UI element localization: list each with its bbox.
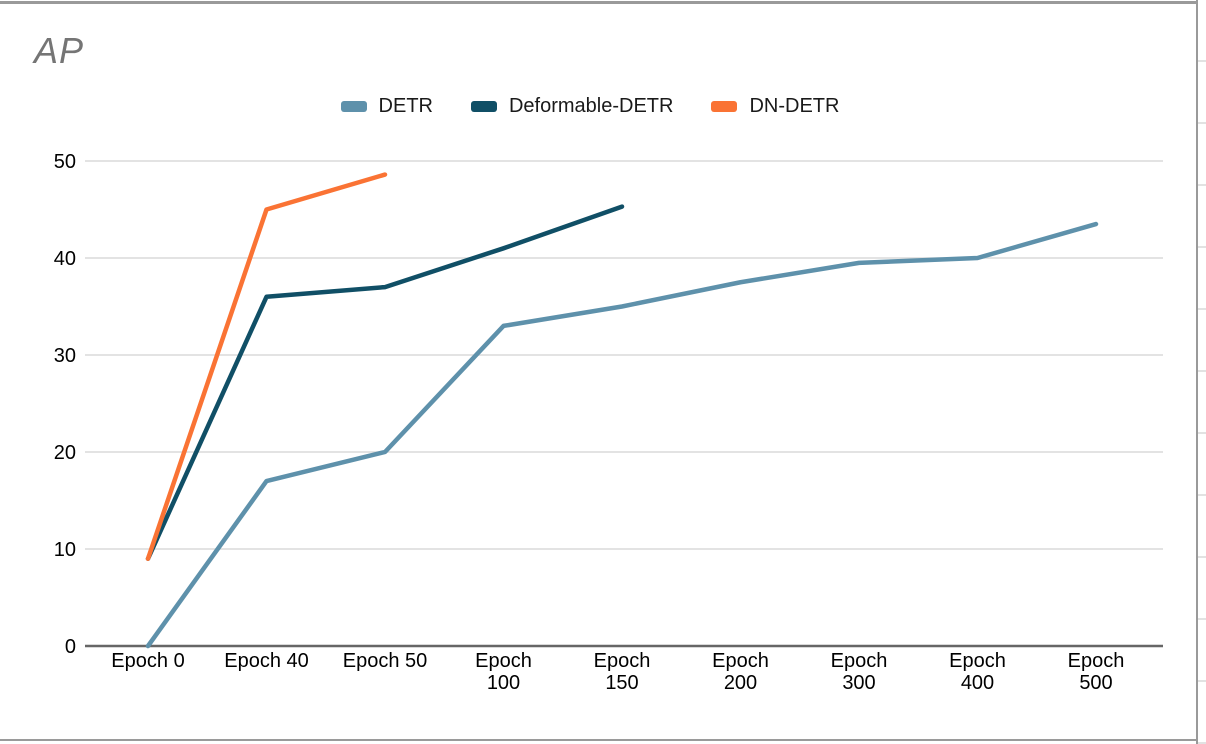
x-tick-label-epoch-40: Epoch 40 [224,650,309,672]
x-tick-label-epoch-50: Epoch 50 [343,650,428,672]
y-tick-label-50: 50 [54,151,76,173]
series-line-detr [145,221,1099,649]
x-tick-label-epoch-300: Epoch 300 [831,650,888,694]
y-tick-label-30: 30 [54,345,76,367]
legend-item-dn-detr[interactable]: DN-DETR [711,95,839,118]
legend-item-deformable-detr[interactable]: Deformable-DETR [470,95,674,118]
x-tick-label-epoch-100: Epoch 100 [475,650,532,694]
spreadsheet-row-lines [1198,0,1206,744]
series-line-deformable-detr [145,204,625,561]
legend-swatch-detr [340,101,367,112]
x-tick-label-epoch-400: Epoch 400 [949,650,1006,694]
y-tick-label-0: 0 [65,636,76,658]
legend-label-detr: DETR [378,95,433,117]
y-tick-label-20: 20 [54,442,76,464]
legend-label-dn-detr: DN-DETR [749,95,840,117]
chart-title: AP [34,30,85,71]
legend-swatch-deformable-detr [470,101,497,112]
legend-swatch-dn-detr [711,101,738,112]
legend-label-deformable-detr: Deformable-DETR [508,95,674,117]
x-tick-label-epoch-200: Epoch 200 [712,650,769,694]
y-tick-label-40: 40 [54,248,76,270]
chart-border-top [0,1,1197,4]
chart-border-bottom [0,739,1206,741]
x-tick-label-epoch-0: Epoch 0 [111,650,184,672]
legend-item-detr[interactable]: DETR [340,95,433,118]
y-tick-label-10: 10 [54,539,76,561]
series-line-dn-detr [145,172,388,561]
chart-legend: DETR Deformable-DETR DN-DETR [0,95,1180,118]
chart-border-right [1196,0,1198,744]
x-tick-label-epoch-150: Epoch 150 [594,650,651,694]
x-tick-label-epoch-500: Epoch 500 [1068,650,1125,694]
